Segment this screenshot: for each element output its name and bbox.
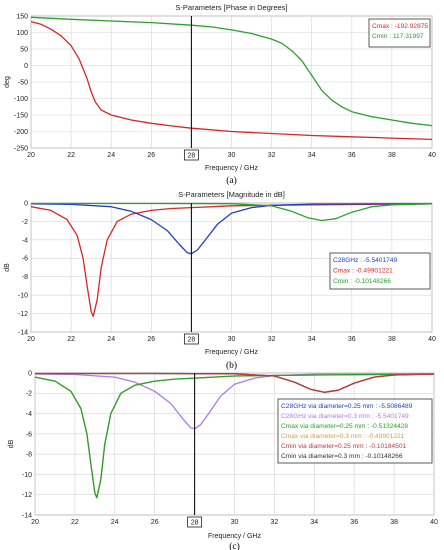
y-tick-label: -6 (26, 431, 32, 438)
y-tick-label: 100 (16, 30, 28, 37)
chart-title: S-Parameters [Magnitude in dB] (178, 190, 285, 199)
x-tick-label: 20 (31, 519, 39, 526)
panel-caption: (b) (226, 360, 237, 371)
legend-entry: C28GHz : -5.5401749 (333, 257, 397, 264)
panel-caption: (c) (229, 541, 240, 550)
x-tick-label: 20 (27, 336, 35, 343)
x-tick-label: 36 (350, 519, 358, 526)
y-tick-label: -6 (22, 256, 28, 263)
x-tick-label: 26 (151, 519, 159, 526)
y-tick-label: 0 (24, 200, 28, 207)
x-tick-label: 30 (228, 336, 236, 343)
chart-panel-2: 20 22 24 26 28 30 32 34 36 38 40 0 -2 -4 -6 -8 -10 -12 -14… (4, 190, 436, 371)
series-line-3 (31, 202, 433, 222)
y-tick-label: -150 (14, 112, 28, 119)
y-tick-label: -4 (22, 237, 28, 244)
marker-box (183, 149, 199, 161)
y-tick-label: -200 (14, 129, 28, 136)
legend-entry: Cmax : -192.92875 (372, 23, 428, 30)
x-axis-label: Frequency / GHz (208, 533, 261, 540)
legend-box (368, 18, 431, 48)
legend-box (277, 398, 433, 464)
y-axis-label: dB (8, 439, 15, 448)
y-tick-label: -12 (22, 492, 32, 499)
marker-label: 28 (191, 520, 199, 527)
legend-entry: C28GHz via diameter=0.3 mm : -5.5401749 (281, 413, 409, 420)
x-tick-label: 22 (71, 519, 79, 526)
y-tick-label: -10 (18, 293, 28, 300)
chart-panel-3: 20 22 24 26 28 30 32 34 36 38 40 0 -2 -4 -6 -8 -10 -12 -14… (8, 370, 438, 550)
x-tick-label: 34 (308, 336, 316, 343)
legend-box (329, 252, 431, 290)
x-tick-label: 26 (147, 336, 155, 343)
x-tick-label: 32 (268, 152, 276, 159)
chart-panel-1: 20 22 24 26 28 30 32 34 36 38 40 150 100 50 0 -50 -100 -1… (4, 3, 436, 186)
panel-caption: (a) (226, 175, 237, 186)
series-line-1 (30, 20, 433, 141)
x-tick-label: 40 (428, 152, 436, 159)
x-tick-label: 34 (310, 519, 318, 526)
y-tick-label: -12 (18, 311, 28, 318)
x-tick-label: 20 (27, 152, 35, 159)
x-tick-label: 34 (308, 152, 316, 159)
legend-entry: Cmin : -0.10148266 (333, 278, 391, 285)
x-tick-label: 22 (67, 152, 75, 159)
y-tick-label: -100 (14, 96, 28, 103)
legend-entry: Cmax via diameter=0.25 mm : -0.51324428 (281, 423, 408, 430)
y-tick-label: 150 (16, 13, 28, 20)
x-tick-label: 30 (231, 519, 239, 526)
series-line-2 (30, 203, 432, 255)
series-line-5 (35, 372, 435, 393)
y-tick-label: -2 (22, 219, 28, 226)
y-tick-label: -8 (22, 274, 28, 281)
x-tick-label: 40 (428, 336, 436, 343)
marker-label: 28 (188, 153, 196, 160)
y-tick-label: -4 (26, 411, 32, 418)
legend-entry: Cmax : -0.49901221 (333, 268, 393, 275)
y-tick-label: -10 (22, 472, 32, 479)
x-tick-label: 32 (268, 336, 276, 343)
legend-entry: C28GHz via diameter=0.25 mm : -5.5086489 (281, 403, 413, 410)
marker-box (183, 333, 199, 345)
series-line-2 (30, 16, 433, 127)
x-tick-label: 30 (228, 152, 236, 159)
x-tick-label: 22 (67, 336, 75, 343)
marker-box (187, 516, 203, 528)
legend-entry: Cmax via diameter=0.3 mm : -0.49901221 (281, 433, 405, 440)
legend-entry: Cmin via diameter=0.3 mm : -0.10148266 (281, 453, 403, 460)
chart-title: S-Parameters [Phase in Degrees] (175, 3, 287, 12)
y-axis-label: deg (4, 76, 11, 88)
y-tick-label: -250 (14, 145, 28, 152)
x-tick-label: 38 (388, 336, 396, 343)
x-axis-label: Frequency / GHz (205, 165, 258, 172)
x-tick-label: 38 (390, 519, 398, 526)
y-tick-label: 50 (20, 46, 28, 53)
x-tick-label: 32 (271, 519, 279, 526)
y-tick-label: -14 (22, 512, 32, 519)
y-tick-label: -2 (26, 391, 32, 398)
x-tick-label: 24 (107, 336, 115, 343)
x-tick-label: 36 (348, 152, 356, 159)
x-tick-label: 24 (111, 519, 119, 526)
marker-label: 28 (188, 337, 196, 344)
y-tick-label: -14 (18, 329, 28, 336)
x-tick-label: 36 (348, 336, 356, 343)
x-tick-label: 40 (430, 519, 438, 526)
x-tick-label: 38 (388, 152, 396, 159)
legend-entry: Cmin : 117.31997 (372, 33, 424, 40)
x-tick-label: 26 (147, 152, 155, 159)
y-tick-label: 0 (24, 63, 28, 70)
x-axis-label: Frequency / GHz (205, 349, 258, 356)
y-axis-label: dB (4, 263, 11, 272)
y-tick-label: -50 (18, 79, 28, 86)
y-tick-label: 0 (28, 370, 32, 377)
x-tick-label: 24 (107, 152, 115, 159)
y-tick-label: -8 (26, 452, 32, 459)
legend-entry: Cmin via diameter=0.25 mm : -0.10184501 (281, 443, 406, 450)
